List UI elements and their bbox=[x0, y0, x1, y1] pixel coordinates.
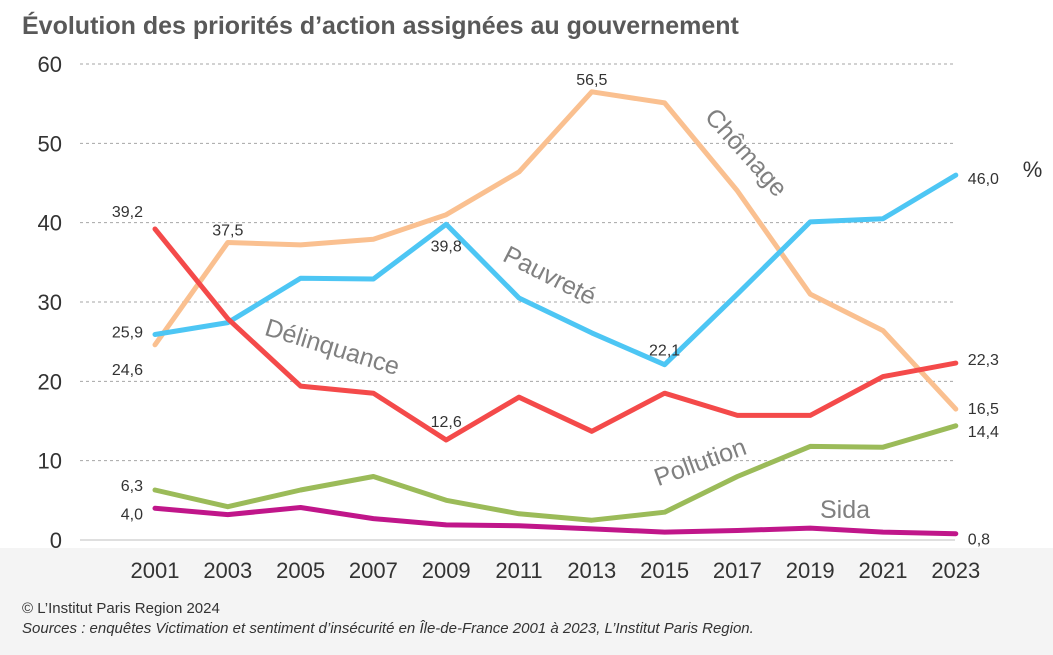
y-tick-label: 60 bbox=[38, 52, 62, 77]
series-group bbox=[152, 89, 959, 537]
copyright-text: © L’Institut Paris Region 2024 bbox=[22, 600, 220, 617]
y-tick-label: 40 bbox=[38, 211, 62, 236]
line-chart: 0 10 20 30 40 50 60 2001 2003 2005 2007 2009 2011 201… bbox=[38, 52, 1043, 583]
data-label: 22,1 bbox=[649, 343, 680, 360]
series-line-pauvreté bbox=[152, 172, 959, 368]
grid bbox=[80, 63, 955, 462]
y-tick-label: 30 bbox=[38, 290, 62, 315]
footer-background bbox=[0, 548, 1053, 655]
series-name-chômage: Chômage bbox=[699, 103, 792, 202]
series-line-délinquance bbox=[152, 226, 959, 443]
data-label: 25,9 bbox=[112, 325, 143, 342]
x-tick-label: 2019 bbox=[786, 558, 835, 583]
series-name-sida: Sida bbox=[820, 496, 870, 524]
data-label: 24,6 bbox=[112, 362, 143, 379]
data-label: 37,5 bbox=[212, 223, 243, 240]
data-label: 22,3 bbox=[968, 352, 999, 369]
data-label: 4,0 bbox=[121, 506, 143, 523]
unit-label: % bbox=[1023, 157, 1043, 182]
data-labels: 24,6 37,5 56,5 16,5 25,9 39,8 22,1 46,0 39,2 12,6… bbox=[112, 72, 1043, 549]
data-label: 6,3 bbox=[121, 478, 143, 495]
y-tick-label: 20 bbox=[38, 369, 62, 394]
data-label: 12,6 bbox=[431, 414, 462, 431]
x-tick-label: 2007 bbox=[349, 558, 398, 583]
x-tick-label: 2015 bbox=[640, 558, 689, 583]
series-line-pollution bbox=[152, 423, 959, 523]
x-tick-label: 2021 bbox=[859, 558, 908, 583]
data-label: 56,5 bbox=[576, 72, 607, 89]
x-tick-label: 2001 bbox=[131, 558, 180, 583]
data-label: 0,8 bbox=[968, 532, 990, 549]
data-label: 39,2 bbox=[112, 204, 143, 221]
x-tick-label: 2005 bbox=[276, 558, 325, 583]
chart-title: Évolution des priorités d’action assigné… bbox=[22, 12, 739, 40]
x-tick-label: 2013 bbox=[567, 558, 616, 583]
series-line-sida bbox=[152, 505, 959, 537]
y-tick-label: 50 bbox=[38, 131, 62, 156]
series-line-chômage bbox=[152, 89, 959, 412]
y-tick-label: 0 bbox=[50, 528, 62, 553]
data-label: 16,5 bbox=[968, 401, 999, 418]
data-label: 46,0 bbox=[968, 171, 999, 188]
sources-text: Sources : enquêtes Victimation et sentim… bbox=[22, 620, 754, 637]
y-tick-label: 10 bbox=[38, 449, 62, 474]
data-label: 14,4 bbox=[968, 424, 999, 441]
axes: 0 10 20 30 40 50 60 2001 2003 2005 2007 2009 2011 201… bbox=[38, 52, 981, 583]
x-tick-label: 2023 bbox=[931, 558, 980, 583]
series-name-pauvreté: Pauvreté bbox=[499, 241, 601, 311]
x-tick-label: 2003 bbox=[203, 558, 252, 583]
series-name-pollution: Pollution bbox=[650, 433, 750, 492]
data-label: 39,8 bbox=[431, 238, 462, 255]
x-tick-label: 2009 bbox=[422, 558, 471, 583]
x-tick-label: 2011 bbox=[495, 558, 542, 583]
x-tick-label: 2017 bbox=[713, 558, 762, 583]
